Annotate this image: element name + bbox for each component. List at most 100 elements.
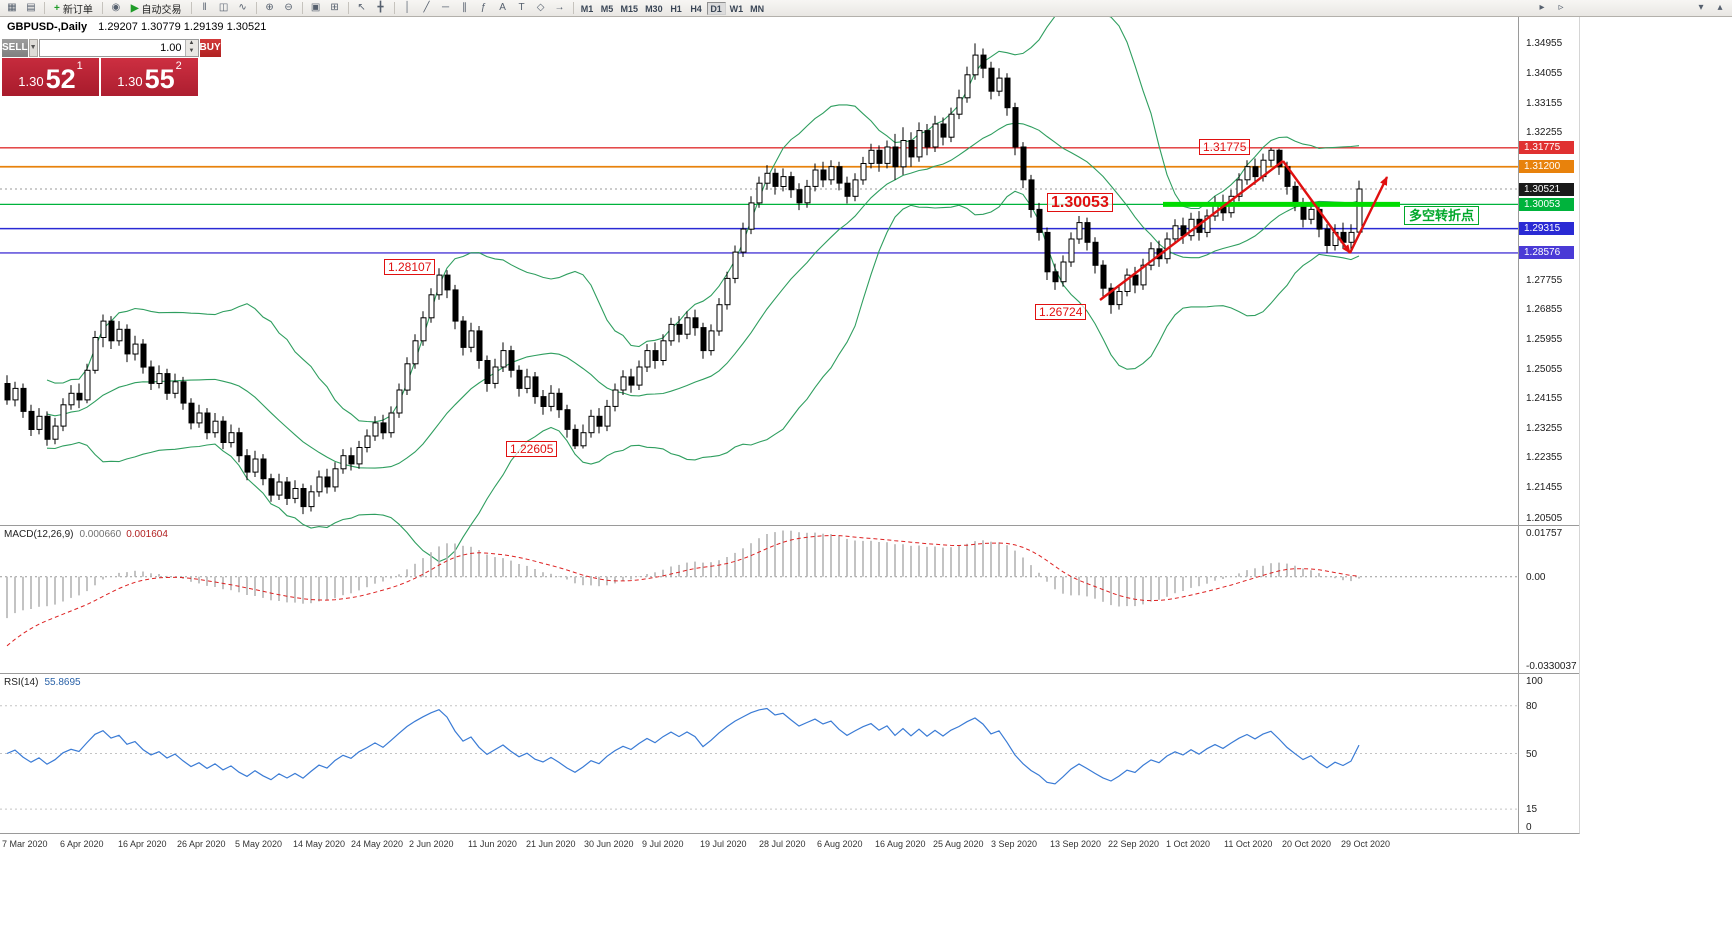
- text-label-icon[interactable]: T: [518, 2, 525, 13]
- toolbar-separator: [393, 2, 395, 14]
- toolbar-overflow-icon[interactable]: ▾: [1698, 2, 1704, 13]
- candlestick-mode-icon[interactable]: ◫: [218, 2, 229, 13]
- shapes-icon[interactable]: ◇: [536, 2, 545, 13]
- autotrade-button-icon: ▶: [130, 2, 139, 14]
- timeframe-button-h1[interactable]: H1: [670, 3, 682, 14]
- price-tag-1.30053: 1.30053: [1519, 198, 1574, 211]
- new-chart-icon[interactable]: ▦: [7, 2, 17, 13]
- text-tool-icon[interactable]: A: [499, 2, 506, 13]
- timeframe-button-h4[interactable]: H4: [690, 3, 702, 14]
- channel-icon[interactable]: ∥: [462, 2, 468, 13]
- timeframe-button-mn[interactable]: MN: [750, 3, 765, 14]
- date-label: 11 Oct 2020: [1224, 839, 1273, 849]
- macd-axis-label: -0.0330037: [1526, 661, 1577, 672]
- vertical-line-icon[interactable]: │: [404, 2, 411, 13]
- macd-histogram: [6, 530, 1360, 619]
- volume-spinner[interactable]: ▲ ▼: [184, 40, 198, 56]
- annotation-price-label[interactable]: 1.26724: [1035, 304, 1087, 320]
- timeframe-button-m5[interactable]: M5: [600, 3, 614, 14]
- zoom-in-icon[interactable]: ⊕: [265, 2, 274, 13]
- date-label: 6 Apr 2020: [60, 839, 104, 849]
- price-axis-label: 1.25055: [1526, 364, 1563, 375]
- date-label: 9 Jul 2020: [642, 839, 684, 849]
- zoom-out-icon[interactable]: ⊖: [284, 2, 293, 13]
- horizontal-line-icon[interactable]: ─: [442, 2, 450, 13]
- volume-up-icon[interactable]: ▲: [185, 40, 198, 48]
- horizontal-level-lines[interactable]: [0, 147, 1518, 254]
- price-axis-label: 1.23255: [1526, 423, 1563, 434]
- price-tag-1.28576: 1.28576: [1519, 246, 1574, 259]
- crosshair-icon[interactable]: ╋: [377, 2, 384, 13]
- price-axis-label: 1.24155: [1526, 393, 1563, 404]
- rsi-axis-label: 15: [1526, 804, 1538, 815]
- annotation-price-label[interactable]: 1.30053: [1047, 193, 1113, 212]
- annotation-price-label[interactable]: 1.28107: [384, 259, 436, 275]
- bar-chart-mode-icon[interactable]: ‖: [202, 2, 207, 13]
- sell-price-button[interactable]: 1.30 52 1: [2, 58, 99, 96]
- chart-profiles-icon[interactable]: ▤: [26, 2, 36, 13]
- macd-signal-line: [6, 534, 1360, 647]
- indicators-icon[interactable]: ⊞: [330, 2, 339, 13]
- sell-button[interactable]: SELL: [2, 39, 28, 57]
- timeframe-button-m30[interactable]: M30: [645, 3, 663, 14]
- price-axis-label: 1.34055: [1526, 68, 1563, 79]
- macd-axis-label: 0.00: [1526, 572, 1546, 583]
- price-tag-1.31775: 1.31775: [1519, 141, 1574, 154]
- autotrade-button[interactable]: ▶ 自动交易: [126, 1, 187, 16]
- rsi-value: 55.8695: [44, 677, 81, 688]
- autotrade-button-label: 自动交易: [141, 4, 182, 16]
- price-scale[interactable]: 1.34955 1.34055 1.33155 1.32255 1.27755 1.268…: [1519, 0, 1579, 939]
- chart-scroll-icon[interactable]: ▸: [1539, 2, 1545, 13]
- annotation-turning-point-note[interactable]: 多空转折点: [1404, 206, 1480, 225]
- volume-field-wrap: ▲▼: [38, 39, 199, 57]
- scroll-up-icon[interactable]: ▴: [1717, 2, 1723, 13]
- toolbar-separator: [301, 2, 303, 14]
- macd-value-main: 0.000660: [79, 529, 122, 540]
- new-order-button[interactable]: + 新订单: [49, 1, 98, 16]
- volume-down-icon[interactable]: ▼: [185, 48, 198, 56]
- annotation-price-label[interactable]: 1.31775: [1199, 139, 1251, 155]
- macd-name: MACD(12,26,9): [4, 529, 74, 540]
- annotation-price-label[interactable]: 1.22605: [506, 441, 558, 457]
- volume-input[interactable]: [39, 40, 185, 56]
- date-label: 22 Sep 2020: [1108, 839, 1160, 849]
- price-axis-label: 1.33155: [1526, 98, 1563, 109]
- rsi-line: [6, 707, 1360, 785]
- chart-title: GBPUSD-,Daily 1.29207 1.30779 1.29139 1.…: [7, 21, 266, 33]
- date-label: 13 Sep 2020: [1050, 839, 1102, 849]
- cursor-icon[interactable]: ↖: [357, 2, 366, 13]
- timeframe-button-d1[interactable]: D1: [706, 1, 726, 15]
- time-scale[interactable]: 7 Mar 2020 6 Apr 2020 16 Apr 2020 26 Apr 20…: [0, 834, 1580, 856]
- date-label: 30 Jun 2020: [584, 839, 634, 849]
- timeframe-button-m15[interactable]: M15: [620, 3, 639, 14]
- expert-advisor-icon[interactable]: ◉: [111, 2, 121, 13]
- price-axis-label: 1.22355: [1526, 452, 1563, 463]
- fibonacci-icon[interactable]: ƒ: [480, 2, 487, 13]
- arrows-tool-icon[interactable]: →: [554, 2, 565, 13]
- buy-button[interactable]: BUY: [199, 39, 221, 57]
- date-label: 16 Aug 2020: [875, 839, 926, 849]
- sell-price-big: 52: [45, 64, 76, 94]
- chart-shift-icon[interactable]: ▹: [1558, 2, 1564, 13]
- price-axis-label: 1.21455: [1526, 482, 1563, 493]
- timeframe-button-m1[interactable]: M1: [580, 3, 594, 14]
- date-label: 29 Oct 2020: [1341, 839, 1391, 849]
- price-axis-label: 1.25955: [1526, 334, 1563, 345]
- date-label: 2 Jun 2020: [409, 839, 454, 849]
- trendline-icon[interactable]: ╱: [423, 2, 430, 13]
- volume-dropdown-caret[interactable]: ▼: [28, 39, 38, 57]
- new-order-button-label: 新订单: [62, 4, 93, 16]
- buy-price-main: 1.30: [117, 74, 143, 89]
- new-order-button-icon: +: [54, 2, 60, 14]
- bollinger-bands: [46, 9, 1360, 563]
- tile-windows-icon[interactable]: ▣: [310, 2, 321, 13]
- date-label: 26 Apr 2020: [177, 839, 226, 849]
- rsi-axis-label: 80: [1526, 701, 1538, 712]
- buy-price-button[interactable]: 1.30 55 2: [101, 58, 198, 96]
- toolbar-separator: [190, 2, 192, 14]
- trend-arrows[interactable]: [1099, 160, 1389, 301]
- timeframe-button-w1[interactable]: W1: [729, 3, 744, 14]
- line-chart-mode-icon[interactable]: ∿: [238, 2, 247, 13]
